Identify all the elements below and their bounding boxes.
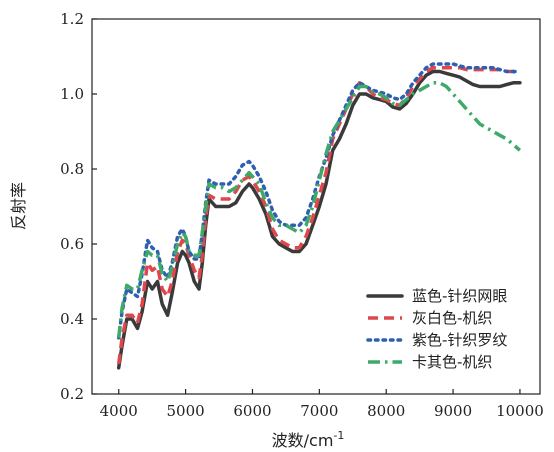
- x-axis-title-superscript: -1: [333, 429, 344, 442]
- series-line-3: [116, 81, 522, 338]
- series-line-0: [116, 69, 522, 370]
- y-tick-label-5: 1.2: [60, 10, 84, 28]
- legend-label-0: 蓝色-针织网眼: [412, 287, 507, 305]
- x-tick-label-6: 10000: [496, 402, 544, 420]
- x-tick-label-0: 4000: [100, 402, 138, 420]
- series-line-1: [116, 65, 521, 365]
- x-tick-label-5: 9000: [434, 402, 472, 420]
- legend-label-3: 卡其色-机织: [412, 353, 492, 371]
- x-tick-label-2: 6000: [233, 402, 271, 420]
- y-tick-label-4: 1.0: [60, 85, 84, 103]
- legend-label-2: 紫色-针织罗纹: [412, 331, 507, 349]
- y-tick-label-2: 0.6: [60, 235, 84, 253]
- x-tick-label-3: 7000: [300, 402, 338, 420]
- ticks-layer: 4000 5000 6000 7000 8000 9000 10000 0.2 0.4 0.6 0.…: [60, 10, 544, 420]
- series-layer: [116, 62, 522, 370]
- y-tick-label-3: 0.8: [60, 160, 84, 178]
- x-axis-title-text: 波数/cm: [272, 431, 334, 450]
- y-tick-label-0: 0.2: [60, 385, 84, 403]
- x-tick-label-4: 8000: [367, 402, 405, 420]
- x-tick-label-1: 5000: [167, 402, 205, 420]
- series-line-2: [116, 62, 522, 340]
- y-tick-label-1: 0.4: [60, 310, 84, 328]
- legend-label-1: 灰白色-机织: [412, 309, 492, 327]
- x-axis-title: 波数/cm-1: [272, 429, 345, 450]
- y-axis-title: 反射率: [9, 182, 28, 230]
- plot-frame: [91, 18, 541, 395]
